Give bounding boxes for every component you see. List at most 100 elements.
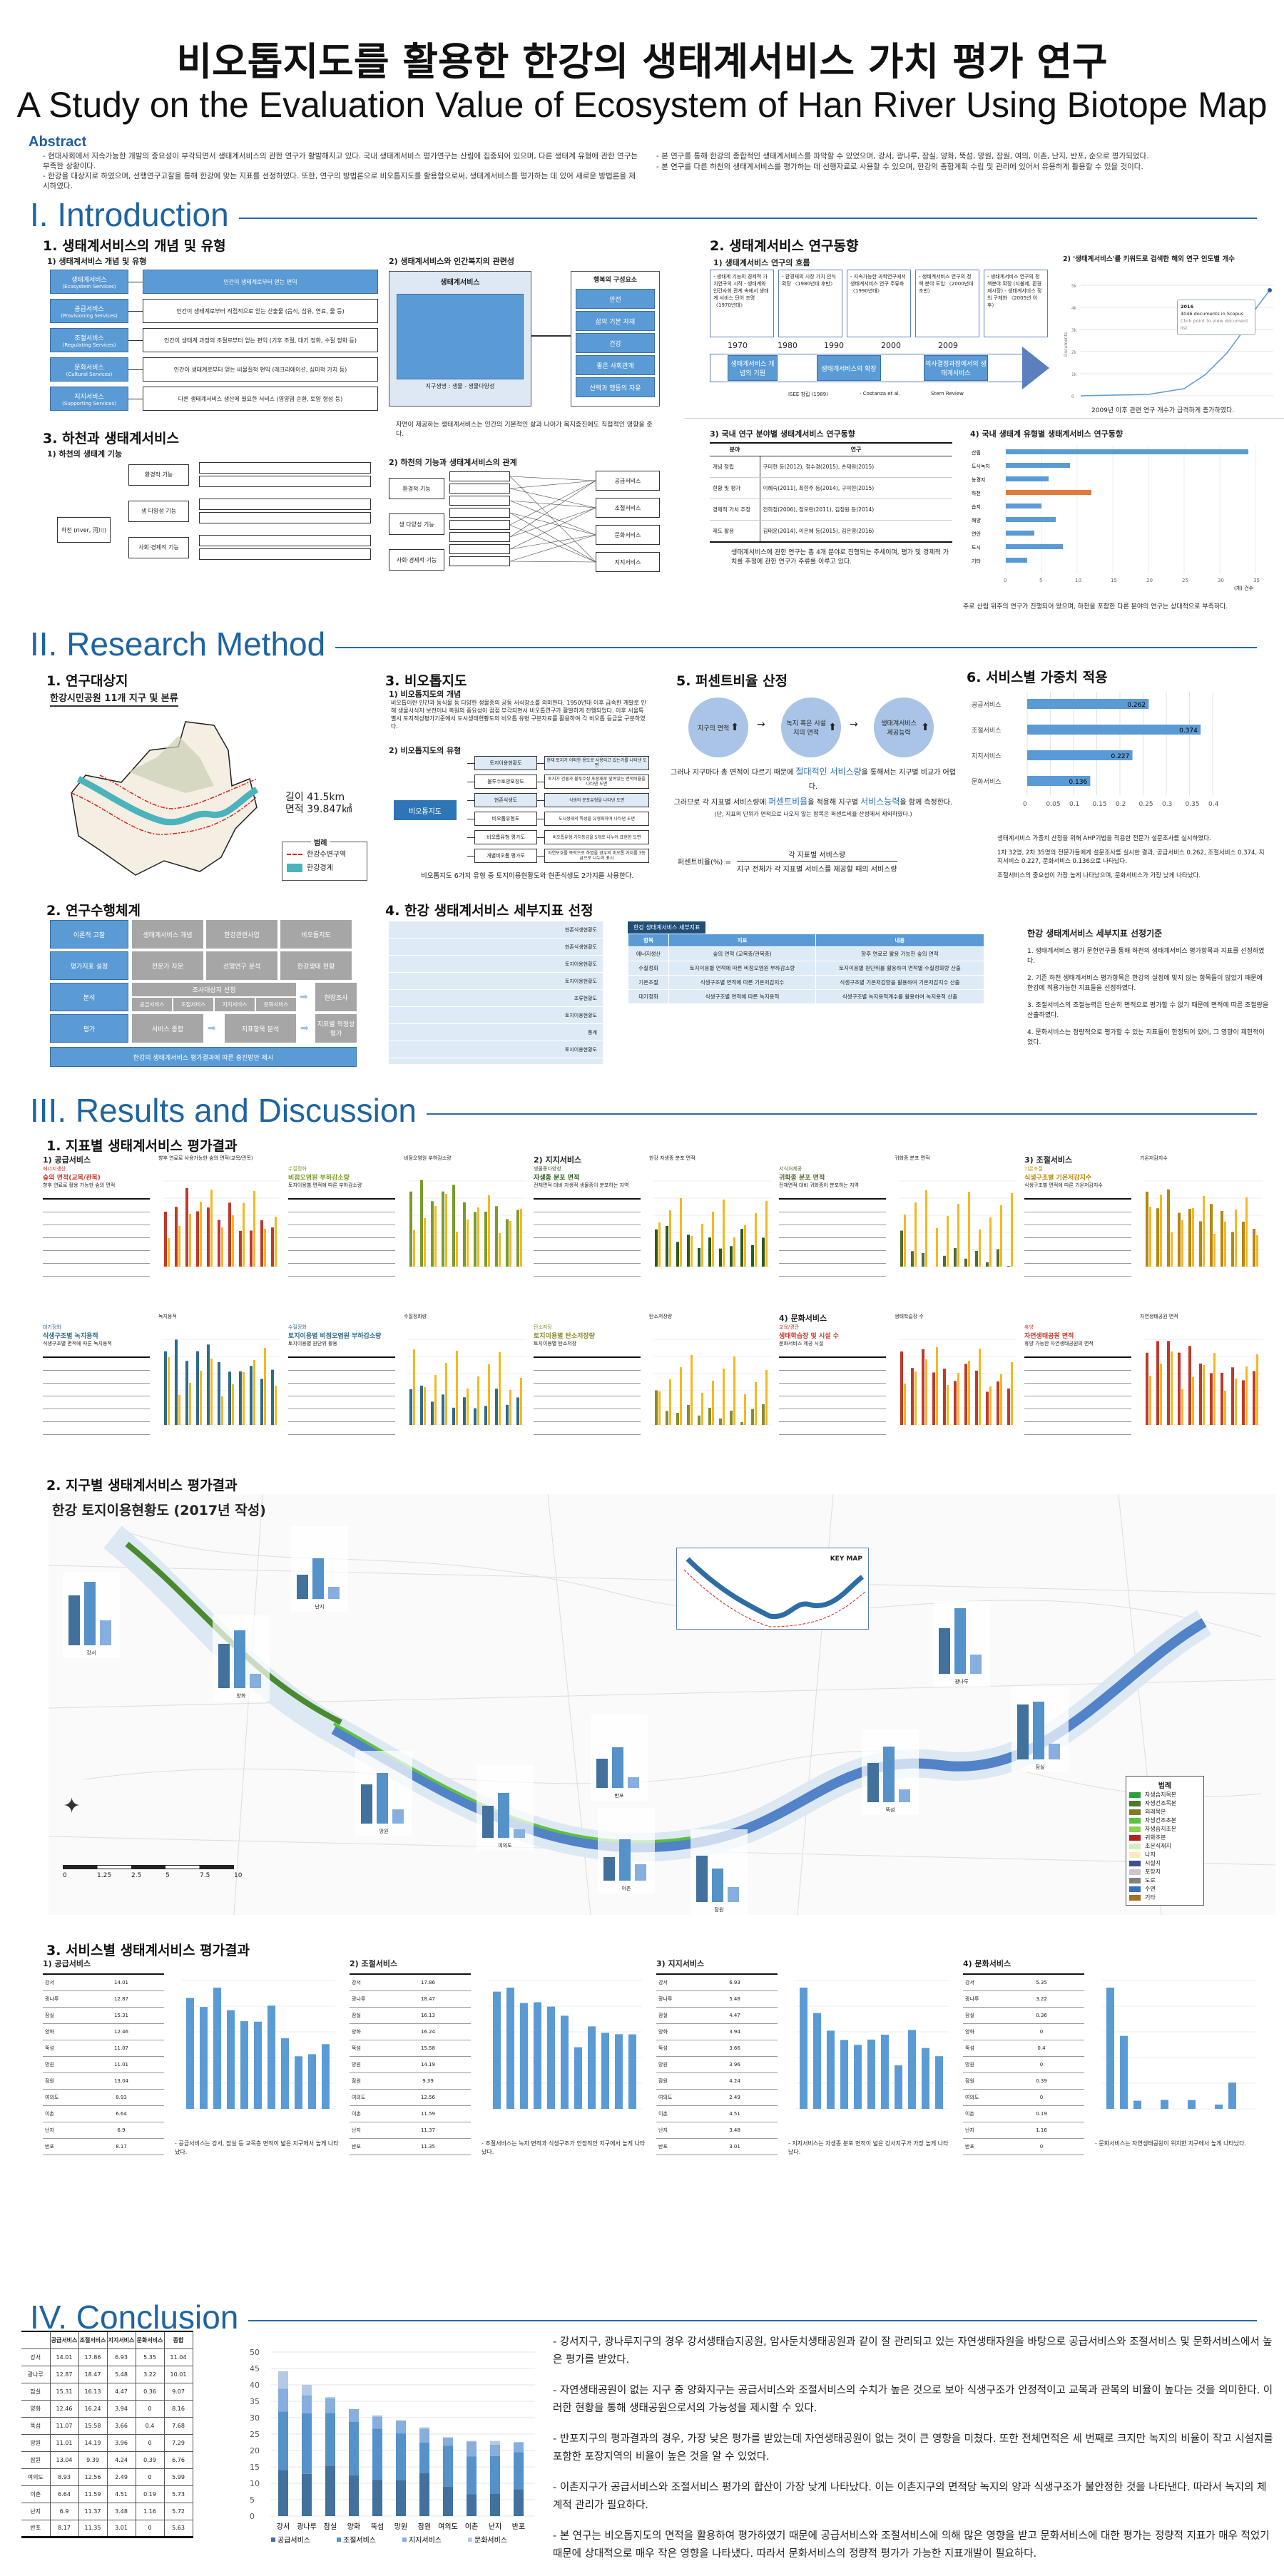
ecosystem-bar <box>1006 544 1063 549</box>
table-cell: 숲의 면적 (교목층/관목층) <box>668 946 816 961</box>
x-tick-label: 0.35 <box>1186 801 1200 808</box>
scale-tick: 5 <box>165 1872 170 1879</box>
panel-subtitle: 2) 조절서비스 <box>350 1959 398 1968</box>
district-bar <box>1033 1702 1044 1759</box>
river-node: 하천 (river, 河川) <box>57 517 111 543</box>
legend-item: 수면 <box>1129 1885 1201 1893</box>
mini-bar-percent <box>755 1382 757 1425</box>
service-bar <box>281 2038 289 2109</box>
mini-bar-percent <box>701 1224 703 1267</box>
legend-swatch <box>337 2537 341 2542</box>
table-row: 광나루 3.22 <box>963 1990 1084 2008</box>
mini-bar <box>676 1242 679 1267</box>
bar-label: 도시녹지 <box>972 463 990 469</box>
mini-bar <box>730 1411 733 1425</box>
process-cell: 문화서비스 <box>256 998 296 1011</box>
indicator-tag: 수질정화 <box>288 1166 307 1172</box>
indicator-panel: 수질정화 비점오염원 부하감소량 토지이용별 면적에 따른 부하감소량 비점오염원 부… <box>288 1154 528 1307</box>
han-river <box>76 775 259 826</box>
value-cell: 4.51 <box>107 2485 136 2503</box>
indicator-tag: 서식처제공 <box>779 1166 802 1172</box>
research-process-diagram: 이론적 고찰 생태계서비스 개념 한강관련사업 비오톱지도 평가지표 설정 전문가 자문 선… <box>50 920 357 1070</box>
bar-label: 도시 <box>972 545 981 551</box>
site-stats: 길이 41.5km 면적 39.847㎢ <box>285 792 352 816</box>
mini-bar <box>719 1248 722 1267</box>
table-cell: 식생구조별 녹지용적계수를 활용하여 녹지용적 산출 <box>815 989 985 1004</box>
legend-item: 기타 <box>1129 1893 1201 1901</box>
abstract-line: - 본 연구를 통해 한강의 종합적인 생태계서비스를 파악할 수 있었으며, … <box>656 152 1149 160</box>
service-box: 공급서비스 <box>596 471 660 491</box>
results-s3-title: 3. 서비스별 생태계서비스 평가결과 <box>46 1943 250 1958</box>
mini-bar <box>1167 1189 1170 1267</box>
district-cell: 양화 <box>21 2400 51 2418</box>
district-bar <box>84 1581 96 1645</box>
indicator-panel: 탄소저장 토지이용별 탄소저장량 토지이용별 탄소저장 탄소저장량 <box>534 1312 773 1466</box>
service-type-desc: 인간이 생태계 과정의 조절로부터 얻는 편익 (기후 조절, 대기 정화, 수… <box>143 328 378 352</box>
mini-bar <box>997 1381 999 1425</box>
mini-bar-percent <box>1160 1195 1162 1267</box>
welfare-caption: 자연이 제공하는 생태계서비스는 인간의 기본적인 삶과 나아가 복지증진에도 … <box>396 421 653 438</box>
service-type-name: 지지서비스 (Supporting Services) <box>50 387 128 411</box>
mini-bar <box>655 1390 658 1425</box>
biotope-type-row: 불투수토양포장도 토지가 건물과 불투수성 포장재로 덮여있는 면적비율을 나타낸… <box>467 775 649 789</box>
panel-subtitle: 4) 문화서비스 <box>779 1314 827 1323</box>
mini-bar <box>1199 1363 1202 1425</box>
district-cell: 광나루 <box>656 1990 692 2008</box>
mini-bar-percent <box>445 1194 447 1267</box>
value-cell: 0 <box>136 2468 165 2486</box>
process-cell: 전문가 자문 <box>132 951 203 980</box>
district-cell: 난지 <box>656 2122 692 2139</box>
mini-bar <box>730 1246 733 1267</box>
mini-bar-percent <box>189 1214 191 1267</box>
district-label: 난지 <box>315 1604 325 1610</box>
indicator-desc: 토지이용별 탄소저장 <box>534 1341 577 1346</box>
mini-bar-percent <box>755 1213 757 1267</box>
mapping-line <box>509 488 596 508</box>
mini-bar <box>1167 1341 1170 1425</box>
value-cell: 4.24 <box>692 2072 778 2090</box>
mini-bar <box>900 1351 903 1425</box>
stacked-bar-segment <box>467 2440 477 2442</box>
abstract-left: - 현대사회에서 지속가능한 개발의 중요성이 부각되면서 생태계서비스의 관한… <box>43 152 642 192</box>
table-row: 반포 0 <box>963 2138 1084 2155</box>
river-function-group: 생 다양성 기능 <box>128 496 371 526</box>
river-function-tree: 환경적 기능 생 다양성 기능 사회·경제적 기능 <box>128 460 371 569</box>
mini-bar <box>1253 1371 1255 1425</box>
mini-bar-percent <box>253 1360 255 1425</box>
mini-bar <box>463 1397 466 1425</box>
mini-bar-percent <box>947 1385 949 1425</box>
district-cell: 이촌 <box>963 2105 999 2122</box>
timeline-year: 1970 <box>728 341 748 350</box>
value-cell: 11.01 <box>50 2434 79 2452</box>
district-cell: 망원 <box>43 2056 78 2073</box>
indicator-name: 숲의 면적(교목/관목) <box>43 1175 101 1182</box>
weight-value-label: 0.374 <box>1179 727 1198 735</box>
table-row: 이촌 0.19 <box>963 2105 1084 2122</box>
mini-bar-percent <box>669 1379 671 1425</box>
intro-s1-title: 1. 생태계서비스의 개념 및 유형 <box>43 238 226 254</box>
mapping-line <box>509 500 596 536</box>
scale-tick: 7.5 <box>200 1872 210 1879</box>
function-items <box>199 496 371 526</box>
service-bar <box>561 2015 569 2109</box>
district-bar <box>635 1864 646 1881</box>
mini-bar <box>463 1202 466 1267</box>
text: 그러나 지구마다 총 면적이 다르기 때문에 <box>671 769 796 777</box>
process-stage: 평가 <box>50 1014 128 1043</box>
results-s2-title: 2. 지구별 생태계서비스 평가결과 <box>46 1478 238 1493</box>
total-cell: 10.01 <box>164 2366 193 2383</box>
table-row: 여의도 8.93 12.56 2.49 0 5.99 <box>21 2468 193 2486</box>
value-cell: 3.96 <box>692 2056 778 2073</box>
value-cell: 8.93 <box>78 2089 164 2106</box>
mini-bar-percent <box>925 1359 927 1425</box>
value-cell: 11.35 <box>78 2520 108 2537</box>
panel-subtitle: 1) 공급서비스 <box>43 1155 91 1165</box>
x-tick-label: 5 <box>1039 578 1042 583</box>
district-bar <box>1049 1743 1060 1759</box>
mini-bar-percent <box>178 1226 180 1267</box>
biotope-type-desc: 자연보호를 목적으로 하였을 경우의 비오톱 가치를 3등급으로 나누어 표시 <box>544 849 649 863</box>
legend-label: 귀화초본 <box>1145 1834 1166 1841</box>
indicator-desc: 전체면적 대비 자생적 생물종이 분포하는 지역 <box>534 1182 629 1188</box>
x-tick-label: 35 <box>1253 578 1260 583</box>
district-cell: 반포 <box>43 2138 78 2155</box>
